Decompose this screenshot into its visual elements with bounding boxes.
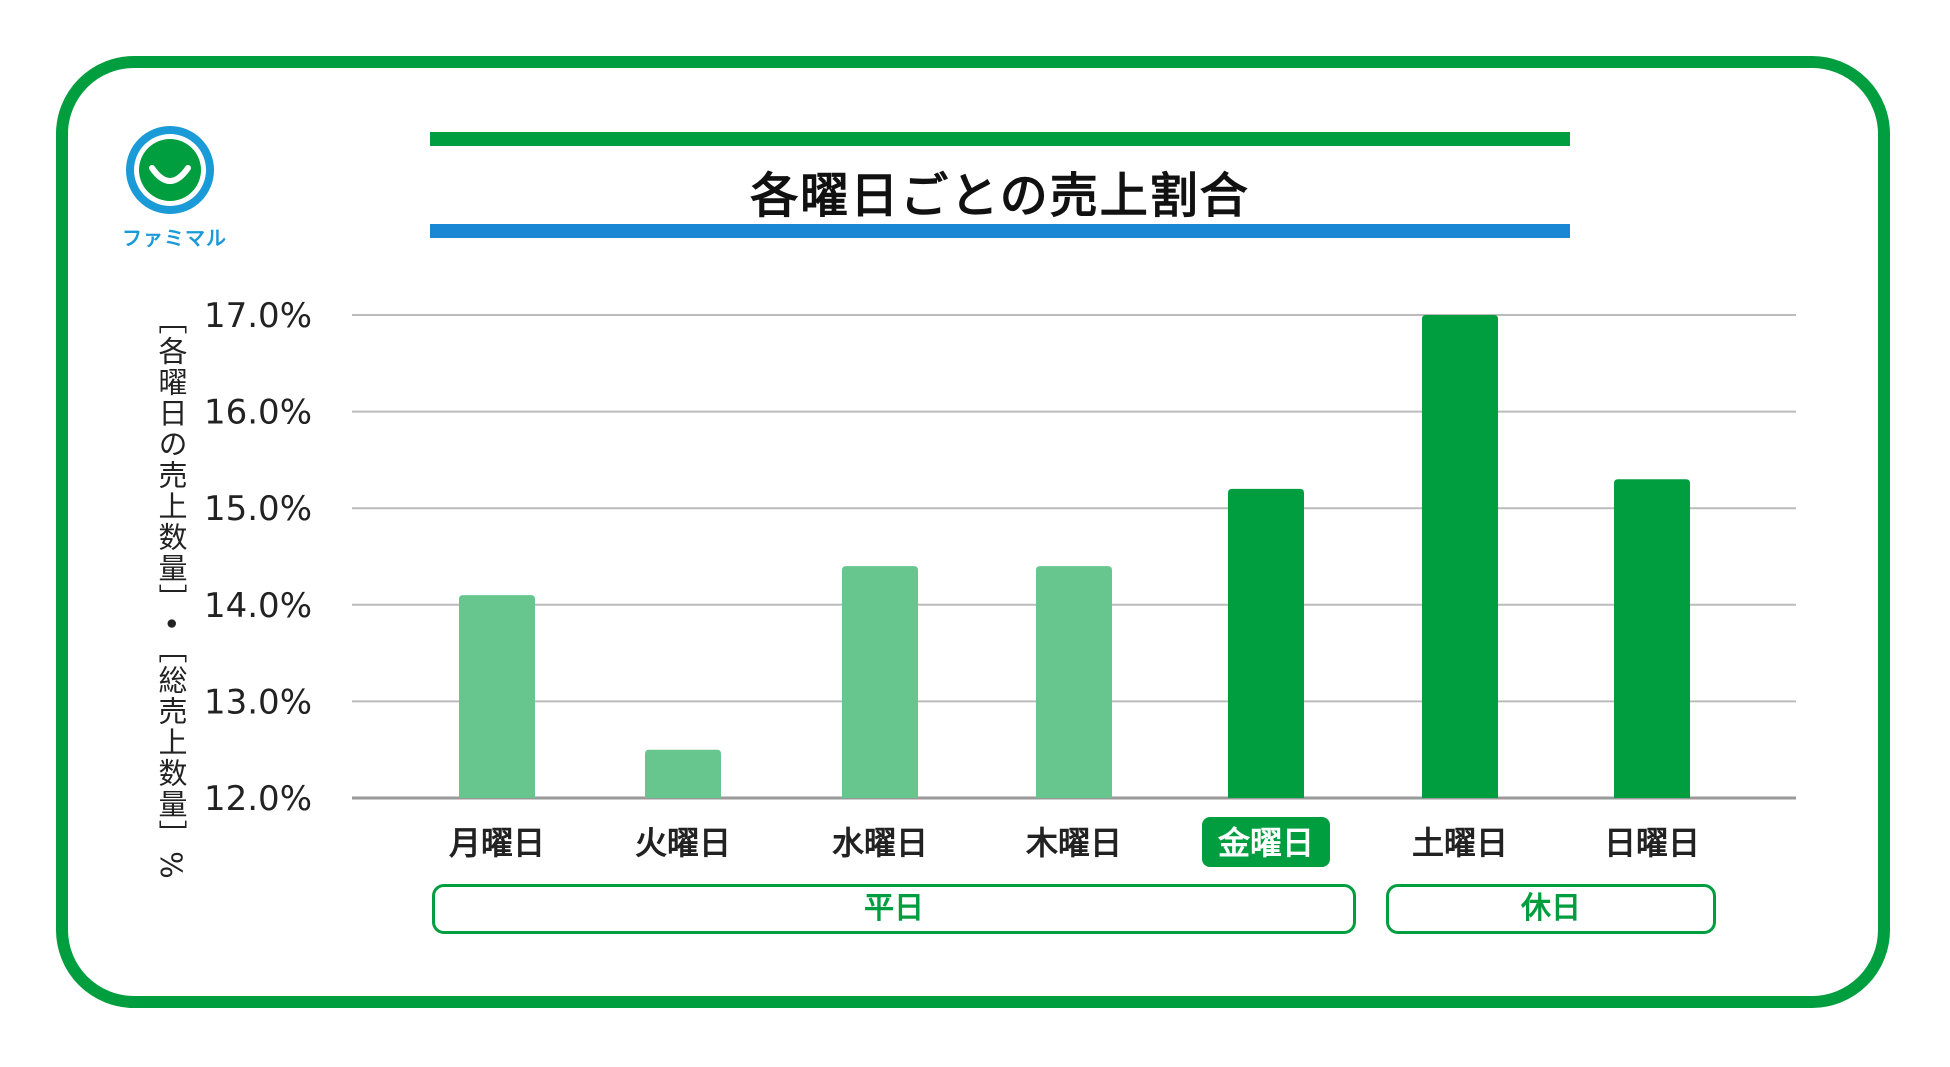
bar <box>459 595 535 798</box>
famimaru-logo: ファミマル <box>122 122 226 250</box>
chart-title-banner: 各曜日ごとの売上割合 <box>430 132 1570 238</box>
y-tick-label: 17.0% <box>204 296 312 336</box>
chart-title: 各曜日ごとの売上割合 <box>750 168 1250 224</box>
bar <box>1036 566 1112 798</box>
x-category-label: 土曜日 <box>1412 824 1508 862</box>
logo-text: ファミマル <box>122 226 227 250</box>
group-label-weekday: 平日 <box>432 884 1356 934</box>
y-tick-label: 15.0% <box>204 489 312 529</box>
bar <box>645 749 721 798</box>
x-category-label: 日曜日 <box>1604 824 1700 862</box>
bar <box>842 566 918 798</box>
bar <box>1228 488 1304 798</box>
group-label-weekend: 休日 <box>1386 884 1716 934</box>
y-tick-label: 16.0% <box>204 393 312 433</box>
bar <box>1614 479 1690 798</box>
y-axis-label: ［各曜日の売上数量］•［総売上数量］% <box>154 305 188 881</box>
x-category-label: 火曜日 <box>635 824 731 862</box>
x-category-label: 木曜日 <box>1025 824 1122 862</box>
y-tick-label: 13.0% <box>204 682 312 722</box>
bar <box>1422 315 1498 798</box>
title-bar-bottom <box>430 224 1570 238</box>
x-category-label: 水曜日 <box>832 824 928 862</box>
x-category-label: 月曜日 <box>449 824 545 862</box>
title-bar-top <box>430 132 1570 146</box>
y-tick-label: 14.0% <box>204 586 312 626</box>
x-category-label: 金曜日 <box>1217 824 1314 862</box>
y-tick-label: 12.0% <box>204 779 312 819</box>
highlight-label-bg <box>1202 817 1330 867</box>
smile-icon <box>126 126 214 214</box>
chart-frame <box>56 56 1890 1008</box>
